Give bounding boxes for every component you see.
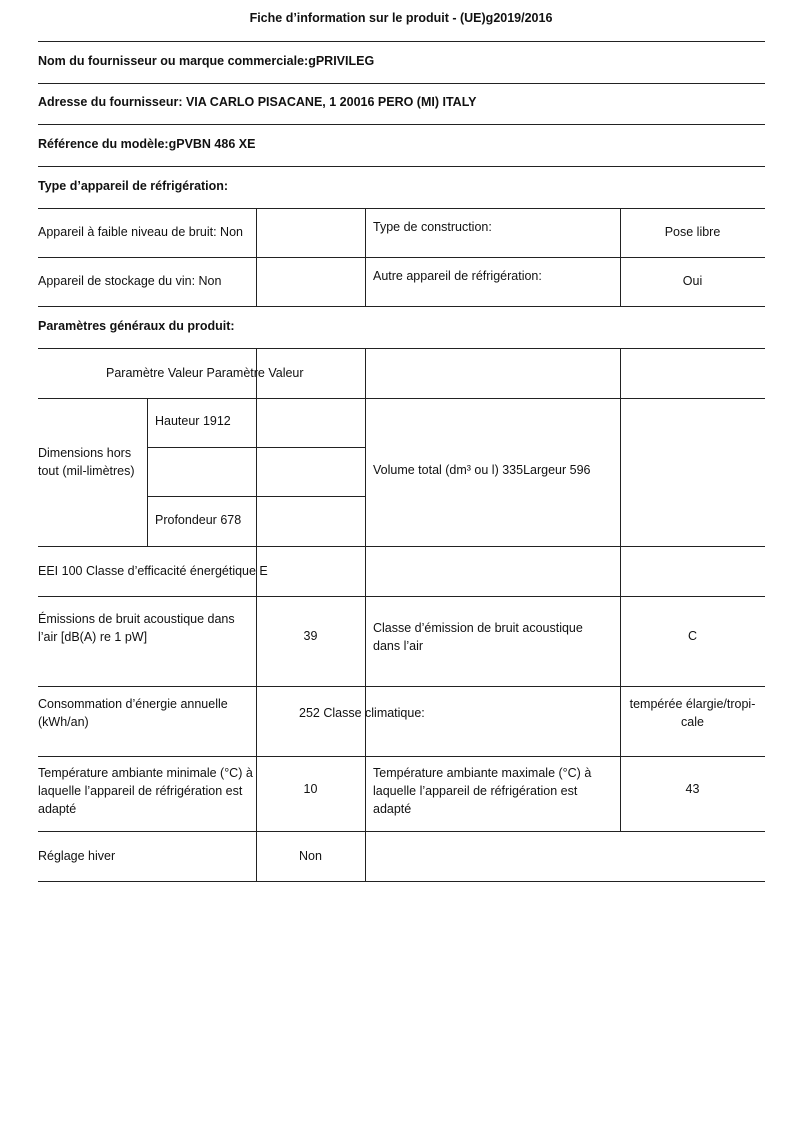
cell-border <box>256 208 257 306</box>
divider <box>38 546 765 547</box>
cell-border <box>147 398 148 546</box>
divider <box>38 306 765 307</box>
construction-type-label: Type de construction: <box>373 220 492 234</box>
noise-class-value: C <box>687 629 698 643</box>
dimensions-label: Dimensions hors tout (mil-limètres) <box>38 446 135 478</box>
max-temp-label: Température ambiante maximale (°C) à laq… <box>373 766 592 816</box>
min-temp-value: 10 <box>303 782 318 796</box>
noise-emission-value: 39 <box>303 629 318 643</box>
model-reference: Référence du modèle:gPVBN 486 XE <box>38 137 256 151</box>
cell-border <box>147 496 365 497</box>
noise-class-label: Classe d’émission de bruit acoustique da… <box>373 621 583 653</box>
divider <box>38 756 765 757</box>
supplier-name: Nom du fournisseur ou marque commerciale… <box>38 54 375 68</box>
winter-setting-value: Non <box>299 849 322 863</box>
cell-border <box>256 348 257 881</box>
divider <box>38 881 765 882</box>
supplier-address: Adresse du fournisseur: VIA CARLO PISACA… <box>38 95 477 109</box>
height-value: Hauteur 1912 <box>155 414 231 428</box>
divider <box>38 686 765 687</box>
divider <box>38 83 765 84</box>
min-temp-label: Température ambiante minimale (°C) à laq… <box>38 766 253 816</box>
divider <box>38 41 765 42</box>
cell-border <box>365 208 366 306</box>
energy-efficiency: EEI 100 Classe d’efficacité énergétique … <box>38 564 268 578</box>
low-noise-appliance: Appareil à faible niveau de bruit: Non <box>38 225 243 239</box>
divider <box>38 257 765 258</box>
max-temp-value: 43 <box>685 782 700 796</box>
divider <box>38 124 765 125</box>
appliance-type-heading: Type d’appareil de réfrigération: <box>38 179 229 193</box>
divider <box>38 166 765 167</box>
cell-border <box>365 348 366 881</box>
other-appliance-label: Autre appareil de réfrigération: <box>373 269 542 283</box>
cell-border <box>620 348 621 831</box>
table-header-row: Paramètre Valeur Paramètre Valeur <box>106 366 304 380</box>
divider <box>38 596 765 597</box>
divider <box>38 398 765 399</box>
cell-border <box>620 208 621 306</box>
winter-setting-label: Réglage hiver <box>38 849 116 863</box>
construction-type-value: Pose libre <box>664 225 721 239</box>
other-appliance-value: Oui <box>682 274 703 288</box>
energy-consumption-label: Consommation d’énergie annuelle (kWh/an) <box>38 697 228 729</box>
energy-consumption-value: 252 Classe climatique: <box>299 706 425 720</box>
cell-border <box>147 447 365 448</box>
noise-emission-label: Émissions de bruit acoustique dans l’air… <box>38 612 235 644</box>
divider <box>38 831 765 832</box>
depth-value: Profondeur 678 <box>155 513 242 527</box>
climate-class-value: tempérée élargie/tropi-cale <box>629 697 756 729</box>
divider <box>38 208 765 209</box>
volume-width-value: Volume total (dm³ ou l) 335Largeur 596 <box>373 463 591 477</box>
divider <box>38 348 765 349</box>
general-params-heading: Paramètres généraux du produit: <box>38 319 235 333</box>
page-title: Fiche d’information sur le produit - (UE… <box>249 11 553 25</box>
wine-storage-appliance: Appareil de stockage du vin: Non <box>38 274 222 288</box>
